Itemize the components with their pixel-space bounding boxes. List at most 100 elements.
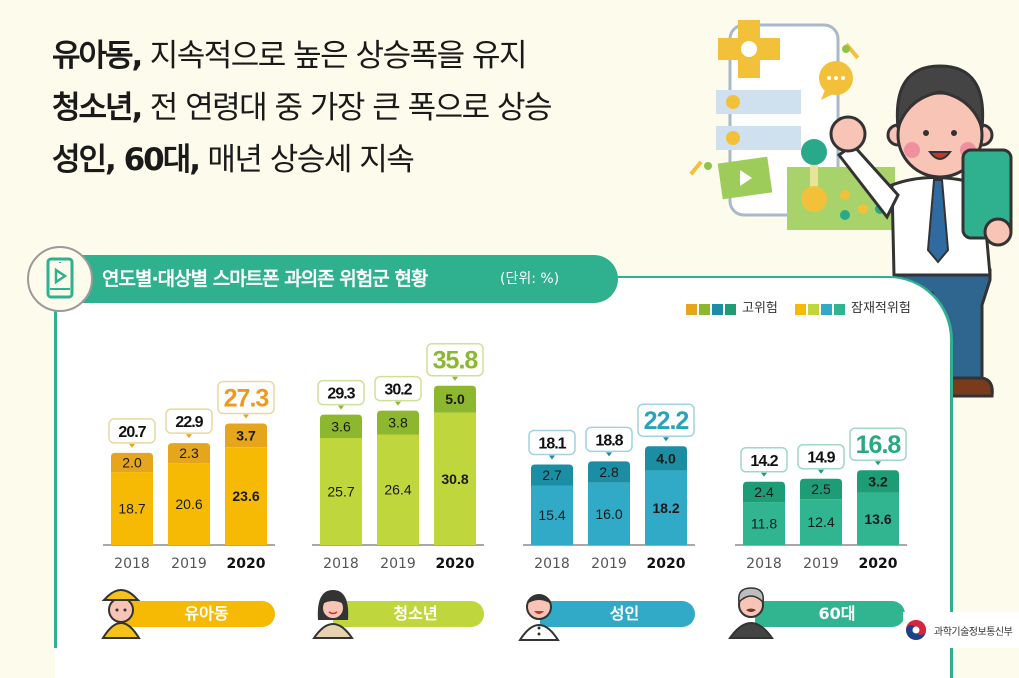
legend-swatch <box>795 303 806 315</box>
x-tick-label: 2020 <box>436 556 475 572</box>
man-mouth <box>928 151 952 160</box>
category-label: 유아동 <box>184 604 229 623</box>
total-callout-box <box>217 380 275 415</box>
headline-strong: 청소년, <box>52 90 143 126</box>
button-dot <box>840 210 850 220</box>
button-dot <box>840 190 850 200</box>
legend-swatch <box>808 303 819 315</box>
callout-pointer <box>663 437 669 442</box>
bar-label-potential-risk: 18.2 <box>652 500 679 516</box>
category-pill-adult: 성인 <box>540 601 695 627</box>
total-callout-value: 35.8 <box>433 347 479 375</box>
legend-label-potential-risk: 잠재적위험 <box>851 301 911 316</box>
total-callout-value: 30.2 <box>384 382 412 399</box>
total-callout-box <box>797 443 845 470</box>
joystick-base <box>801 186 827 212</box>
confetti <box>842 45 850 53</box>
bar-segment-potential-risk <box>111 472 153 545</box>
headline-strong: 성인, 60대, <box>52 142 201 178</box>
stacked-bar-chart: 2.0 18.7 20.7 2018 2.3 20.6 22.9 2019 3.7 23.6 27.… <box>103 342 907 572</box>
adult-character-icon <box>518 594 560 641</box>
category-label: 청소년 <box>393 604 438 623</box>
category-pill-infant: 유아동 <box>124 601 275 627</box>
total-callout-value: 18.1 <box>538 435 566 452</box>
confetti <box>689 160 703 176</box>
joystick-knob <box>801 139 827 165</box>
man-hand <box>983 217 1013 247</box>
bar-label-high-risk: 2.0 <box>122 454 142 470</box>
chat-dot <box>834 76 838 80</box>
x-tick-label: 2020 <box>227 556 266 572</box>
x-tick-label: 2018 <box>323 556 359 572</box>
bar-label-potential-risk: 16.0 <box>595 506 622 522</box>
man-tie <box>926 179 950 264</box>
gamepad-center <box>741 41 757 57</box>
bar-segment-potential-risk <box>588 482 630 545</box>
bar-label-high-risk: 2.5 <box>811 481 831 497</box>
legend-high-risk: 고위험 <box>686 299 778 319</box>
legend-label-high-risk: 고위험 <box>742 301 778 316</box>
bar-label-potential-risk: 13.6 <box>864 511 891 527</box>
total-callout-value: 22.9 <box>175 414 203 431</box>
bar-label-potential-risk: 30.8 <box>441 471 468 487</box>
callout-pointer <box>129 443 135 448</box>
bar-label-potential-risk: 12.4 <box>807 514 834 530</box>
bar-segment-high-risk <box>434 385 476 413</box>
bar-label-high-risk: 2.8 <box>599 464 619 480</box>
total-callout-box <box>317 379 365 406</box>
x-tick-label: 2020 <box>859 556 898 572</box>
bar-label-high-risk: 3.2 <box>868 473 888 489</box>
bar-label-high-risk: 3.7 <box>236 427 256 443</box>
callout-pointer <box>186 434 192 439</box>
x-tick-label: 2020 <box>647 556 686 572</box>
category-pill-sixties: 60대 <box>755 601 905 627</box>
x-tick-label: 2019 <box>171 556 207 572</box>
bar-label-high-risk: 2.3 <box>179 445 199 461</box>
bar-segment-high-risk <box>531 464 573 486</box>
x-tick-label: 2018 <box>746 556 782 572</box>
callout-pointer <box>338 405 344 410</box>
headline-line-2: 청소년, 전 연령대 중 가장 큰 폭으로 상승 <box>52 82 692 134</box>
callout-pointer <box>549 455 555 460</box>
bar-segment-high-risk <box>225 423 267 448</box>
total-callout-value: 14.9 <box>807 450 835 467</box>
man-eye <box>951 130 957 136</box>
total-callout-value: 20.7 <box>118 424 146 441</box>
category-label: 60대 <box>818 604 856 623</box>
category-pill-teen: 청소년 <box>333 601 484 627</box>
bar-label-potential-risk: 18.7 <box>118 501 145 517</box>
total-callout-box <box>849 427 907 461</box>
bar-segment-potential-risk <box>168 463 210 545</box>
x-tick-label: 2019 <box>380 556 416 572</box>
callout-pointer <box>606 452 612 457</box>
x-tick-label: 2018 <box>114 556 150 572</box>
man-eye <box>923 130 929 136</box>
play-icon <box>740 170 752 186</box>
legend-swatch <box>686 303 697 315</box>
total-callout-box <box>637 403 695 437</box>
total-callout-value: 14.2 <box>750 453 778 470</box>
bar-label-potential-risk: 26.4 <box>384 482 411 498</box>
bar-segment-high-risk <box>320 414 362 438</box>
bar-segment-potential-risk <box>645 470 687 545</box>
x-tick-label: 2019 <box>803 556 839 572</box>
bar-label-high-risk: 4.0 <box>656 450 676 466</box>
bar-segment-potential-risk <box>225 447 267 545</box>
x-tick-label: 2018 <box>534 556 570 572</box>
legend-potential-risk: 잠재적위험 <box>795 299 911 319</box>
chat-bubble-tail <box>821 90 833 100</box>
callout-pointer <box>818 469 824 474</box>
headline-line-1: 유아동, 지속적으로 높은 상승폭을 유지 <box>52 30 692 82</box>
bar-segment-potential-risk <box>857 492 899 545</box>
legend-swatch <box>699 303 710 315</box>
bar-segment-high-risk <box>645 446 687 471</box>
section-icon-circle <box>27 246 93 312</box>
bar-segment-high-risk <box>800 478 842 500</box>
headline-rest: 매년 상승세 지속 <box>199 142 414 178</box>
total-callout-box <box>374 375 422 402</box>
taegeuk-logo-icon <box>906 620 926 640</box>
total-callout-box <box>585 426 633 453</box>
total-callout-value: 29.3 <box>327 386 355 403</box>
section-header-bar <box>80 255 618 303</box>
man-waving-hand <box>829 115 867 153</box>
